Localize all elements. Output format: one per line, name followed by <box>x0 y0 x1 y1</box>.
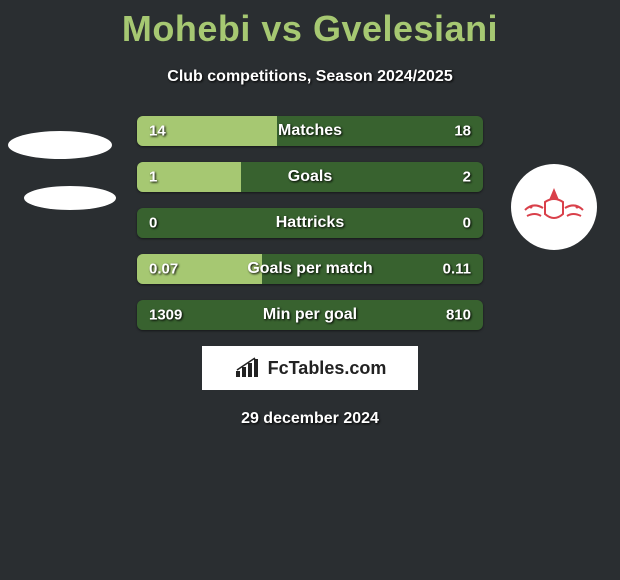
subtitle: Club competitions, Season 2024/2025 <box>0 68 620 86</box>
date-text: 29 december 2024 <box>0 410 620 428</box>
stats-bars: 14Matches18 1Goals2 0Hattricks0 0.07Goals p… <box>137 116 483 330</box>
stat-row: 1Goals2 <box>137 162 483 192</box>
stat-row: 0Hattricks0 <box>137 208 483 238</box>
stat-right-value: 0 <box>463 215 471 232</box>
stat-label: Goals <box>137 168 483 186</box>
stat-label: Matches <box>137 122 483 140</box>
comparison-content: 14Matches18 1Goals2 0Hattricks0 0.07Goals p… <box>0 116 620 428</box>
left-ellipse-1 <box>8 131 112 159</box>
stat-right-value: 0.11 <box>443 261 471 278</box>
stat-row: 14Matches18 <box>137 116 483 146</box>
footer-brand: FcTables.com <box>202 346 418 390</box>
footer-brand-icon <box>234 357 262 379</box>
left-ellipse-2 <box>24 186 116 210</box>
footer-brand-text: FcTables.com <box>268 358 387 379</box>
stat-label: Goals per match <box>137 260 483 278</box>
stat-right-value: 2 <box>463 169 471 186</box>
team-logo-right-icon <box>511 164 597 250</box>
stat-row: 0.07Goals per match0.11 <box>137 254 483 284</box>
stat-right-value: 810 <box>446 307 471 324</box>
team-badge-right <box>511 164 597 250</box>
stat-label: Hattricks <box>137 214 483 232</box>
stat-label: Min per goal <box>137 306 483 324</box>
stat-right-value: 18 <box>454 123 471 140</box>
page-title: Mohebi vs Gvelesiani <box>0 0 620 50</box>
stat-row: 1309Min per goal810 <box>137 300 483 330</box>
